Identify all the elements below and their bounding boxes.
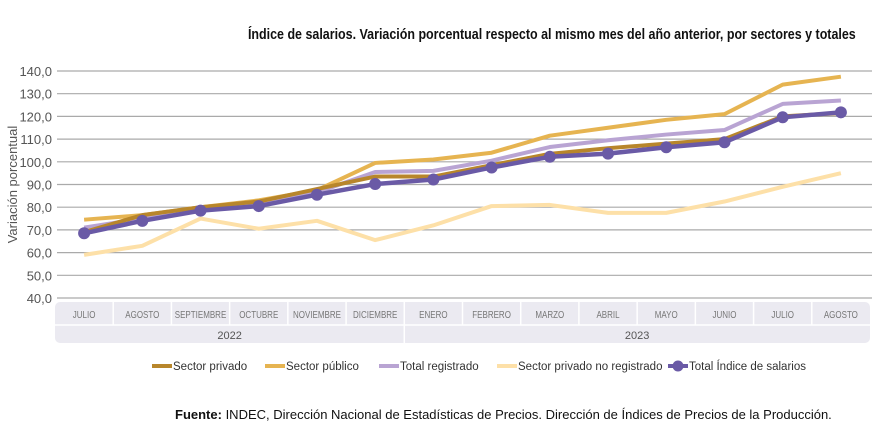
legend-marker [672, 360, 684, 372]
legend-label: Sector privado [173, 361, 247, 373]
year-label: 2022 [217, 330, 241, 342]
x-tick-label: OCTUBRE [239, 309, 278, 320]
y-axis-label: Variación porcentual [5, 126, 20, 244]
data-point [776, 111, 789, 124]
series-line-4 [83, 110, 842, 236]
legend-label: Sector público [286, 361, 359, 373]
y-tick-label: 140,0 [19, 64, 52, 79]
data-point [78, 227, 91, 240]
y-tick-label: 80,0 [27, 200, 52, 215]
source-note: Fuente: INDEC, Dirección Nacional de Est… [175, 407, 832, 422]
x-tick-label: AGOSTO [125, 309, 159, 320]
data-point [427, 173, 440, 186]
y-tick-label: 40,0 [27, 291, 52, 306]
data-point [660, 141, 673, 154]
year-label: 2023 [625, 330, 649, 342]
data-point [485, 161, 498, 174]
legend-label: Total registrado [400, 361, 479, 373]
series-line-3 [83, 171, 842, 257]
y-tick-label: 120,0 [19, 109, 52, 124]
series-line-1 [83, 74, 842, 222]
legend-label: Sector privado no registrado [518, 361, 662, 373]
y-tick-label: 50,0 [27, 268, 52, 283]
y-tick-label: 110,0 [20, 132, 52, 147]
x-tick-label: DICIEMBRE [353, 309, 397, 320]
x-tick-label: AGOSTO [824, 309, 858, 320]
x-tick-label: MARZO [535, 309, 564, 320]
y-tick-label: 90,0 [27, 178, 52, 193]
data-point [369, 178, 382, 191]
x-tick-label: FEBRERO [472, 309, 511, 320]
series-line-0 [83, 110, 842, 235]
x-tick-label: SEPTIEMBRE [175, 309, 227, 320]
x-tick-label: MAYO [655, 309, 678, 320]
data-point [718, 136, 731, 149]
x-tick-label: JUNIO [712, 309, 736, 320]
x-tick-label: NOVIEMBRE [293, 309, 341, 320]
data-point [602, 147, 615, 160]
source-text: INDEC, Dirección Nacional de Estadística… [221, 407, 832, 422]
data-point [252, 200, 265, 213]
data-point [310, 188, 323, 201]
line-chart: 40,0 50,0 60,0 70,0 80,0 90,0 100,0 110,0 120,0 1… [5, 64, 872, 373]
data-point [194, 204, 207, 217]
data-point [834, 106, 847, 119]
y-tick-label: 70,0 [27, 223, 52, 238]
legend-label: Total Índice de salarios [689, 360, 806, 373]
x-tick-label: ABRIL [596, 309, 619, 320]
y-tick-label: 130,0 [19, 87, 52, 102]
y-tick-label: 100,0 [19, 155, 52, 170]
y-tick-label: 60,0 [27, 246, 52, 261]
data-point [136, 214, 149, 227]
source-label: Fuente: [175, 407, 222, 422]
x-tick-label: JULIO [73, 309, 96, 320]
x-tick-label: ENERO [419, 309, 447, 320]
x-tick-label: JULIO [771, 309, 794, 320]
data-point [543, 150, 556, 163]
chart-title: Índice de salarios. Variación porcentual… [248, 27, 856, 43]
